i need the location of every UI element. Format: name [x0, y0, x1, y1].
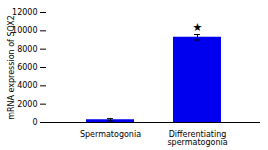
svg-text:Differentiatingspermatogonia: Differentiatingspermatogonia [167, 130, 227, 147]
svg-text:10000: 10000 [12, 26, 38, 36]
svg-text:2000: 2000 [17, 100, 37, 109]
svg-text:8000: 8000 [17, 45, 37, 54]
svg-text:mRNA expression of SOX2: mRNA expression of SOX2 [7, 15, 16, 120]
svg-text:0: 0 [32, 118, 37, 127]
svg-text:Spermatogonia: Spermatogonia [80, 130, 141, 139]
svg-text:12000: 12000 [12, 8, 38, 18]
svg-text:6000: 6000 [17, 63, 37, 72]
svg-text:★: ★ [193, 21, 203, 34]
svg-text:4000: 4000 [17, 81, 37, 90]
